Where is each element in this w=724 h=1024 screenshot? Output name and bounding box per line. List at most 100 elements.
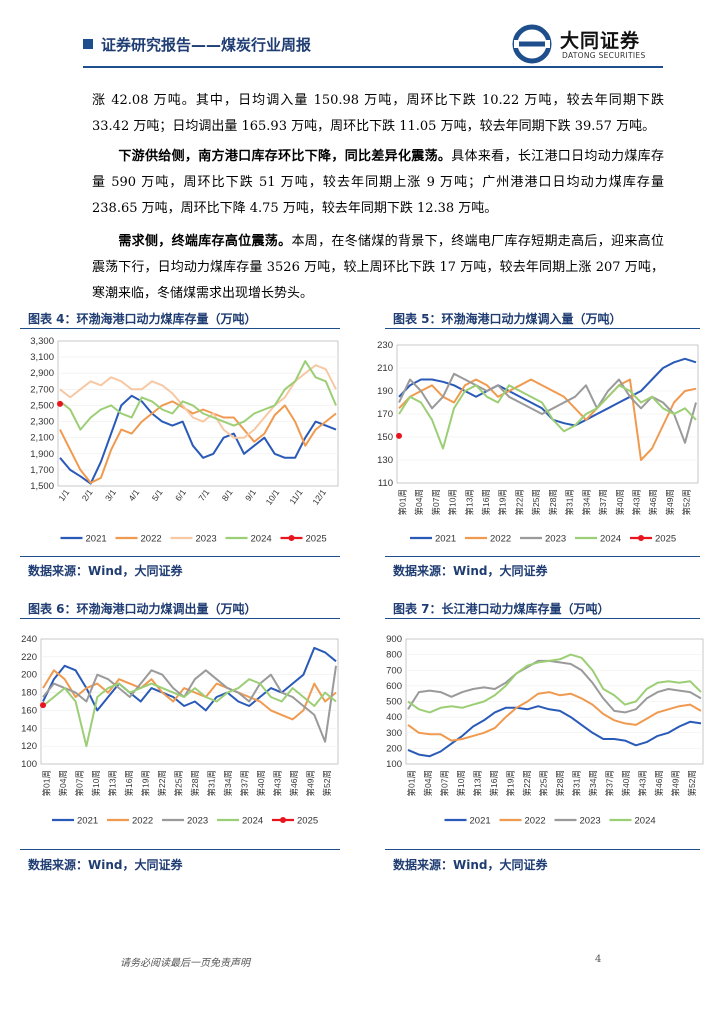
y-tick-label: 130 [377,455,393,466]
y-tick-label: 200 [386,743,402,754]
x-tick-label: 第25周 [173,770,183,796]
fig4-bottom-rule [20,556,340,557]
y-tick-label: 150 [377,432,393,443]
x-tick-label: 第01周 [41,770,51,796]
fig7-source: 数据来源：Wind，大同证券 [393,858,548,872]
series-line-2023 [398,372,697,444]
y-tick-label: 2,100 [30,433,54,444]
x-tick-label: 第37周 [604,770,614,796]
x-tick-label: 第31周 [565,489,575,515]
paragraph-1: 涨 42.08 万吨。其中，日均调入量 150.98 万吨，周环比下跌 10.2… [92,93,664,134]
legend-label-2025: 2025 [297,816,318,827]
x-tick-label: 11/1 [287,487,304,506]
fig4-rule [20,328,340,329]
x-tick-label: 第40周 [615,489,625,515]
fig5-source: 数据来源：Wind，大同证券 [393,564,548,578]
legend-label-2023: 2023 [545,534,566,545]
logo-icon [512,24,552,64]
y-tick-label: 2,300 [30,417,54,428]
y-tick-label: 170 [377,409,393,420]
x-tick-label: 第40周 [256,770,266,796]
x-tick-label: 第22周 [522,770,532,796]
x-tick-label: 第01周 [406,770,416,796]
x-tick-label: 第31周 [571,770,581,796]
x-tick-label: 3/1 [103,487,118,503]
y-tick-label: 180 [21,688,37,699]
x-tick-label: 第52周 [687,770,697,796]
series-line-2021 [42,646,337,712]
legend-label-2025: 2025 [306,534,327,545]
fig5-rule [385,328,700,329]
x-tick-label: 第10周 [456,770,466,796]
legend-label-2024: 2024 [635,816,656,827]
legend-label-2021: 2021 [86,534,107,545]
y-tick-label: 1,500 [30,481,54,492]
x-tick-label: 第46周 [654,770,664,796]
plot-frame [40,638,339,765]
y-tick-label: 600 [386,681,402,692]
legend-label-2022: 2022 [490,534,511,545]
series-point-2025 [396,432,402,439]
y-tick-label: 110 [378,478,393,489]
y-tick-label: 700 [386,665,402,676]
header-rule [83,66,663,68]
fig5-caption: 图表 5：环渤海港口动力煤调入量（万吨） [393,312,622,326]
logo: 大同证券 DATONG SECURITIES [510,24,670,66]
fig6-caption: 图表 6：环渤海港口动力煤调出量（万吨） [28,602,257,616]
x-tick-label: 第19周 [498,489,508,515]
y-tick-label: 900 [386,634,402,645]
x-tick-label: 第31周 [206,770,216,796]
fig4-source: 数据来源：Wind，大同证券 [28,564,183,578]
x-tick-label: 第10周 [448,489,458,515]
x-tick-label: 第49周 [305,770,315,796]
paragraph-3: 需求侧，终端库存高位震荡。本周，在冬储煤的背景下，终端电厂库存短期走高后，迎来高… [92,234,664,301]
series-line-2023 [59,364,337,439]
logo-en: DATONG SECURITIES [562,51,646,60]
x-tick-label: 8/1 [220,487,235,503]
x-tick-label: 第22周 [514,489,524,515]
y-tick-label: 400 [386,712,402,723]
legend-label-2021: 2021 [470,816,491,827]
x-tick-label: 第16周 [124,770,134,796]
x-tick-label: 第01周 [397,489,407,515]
series-line-2022 [59,400,337,484]
paragraph-3-lead: 需求侧，终端库存高位震荡。 [118,234,292,249]
fig7-rule [385,618,700,619]
y-tick-label: 230 [377,340,393,351]
x-tick-label: 第49周 [665,489,675,515]
series-line-2022 [42,669,337,721]
x-tick-label: 第43周 [637,770,647,796]
x-tick-label: 第19周 [140,770,150,796]
y-tick-label: 500 [386,697,402,708]
x-tick-label: 第34周 [581,489,591,515]
x-tick-label: 第13周 [107,770,117,796]
series-line-2022 [398,378,697,461]
legend-label-2021: 2021 [77,816,98,827]
legend-label-2024: 2024 [242,816,263,827]
y-tick-label: 300 [386,728,402,739]
series-line-2024 [407,653,702,714]
x-tick-label: 6/1 [173,487,188,503]
series-line-2023 [407,659,702,714]
x-tick-label: 第25周 [538,770,548,796]
y-tick-label: 1,700 [30,465,54,476]
legend-label-2022: 2022 [132,816,153,827]
series-line-2024 [42,678,337,748]
y-tick-label: 200 [21,670,37,681]
x-tick-label: 第04周 [414,489,424,515]
y-tick-label: 2,900 [30,368,54,379]
y-tick-label: 120 [21,741,37,752]
series-line-2021 [398,357,697,427]
x-tick-label: 第43周 [272,770,282,796]
x-tick-label: 第04周 [58,770,68,796]
x-tick-label: 第13周 [464,489,474,515]
x-tick-label: 第04周 [423,770,433,796]
x-tick-label: 2/1 [80,487,95,503]
x-tick-label: 第25周 [531,489,541,515]
x-tick-label: 4/1 [126,487,141,503]
x-tick-label: 第28周 [190,770,200,796]
series-line-2024 [398,384,697,450]
report-title: 证券研究报告——煤炭行业周报 [101,36,312,54]
fig5-bottom-rule [385,556,700,557]
fig6-bottom-rule [20,849,340,850]
